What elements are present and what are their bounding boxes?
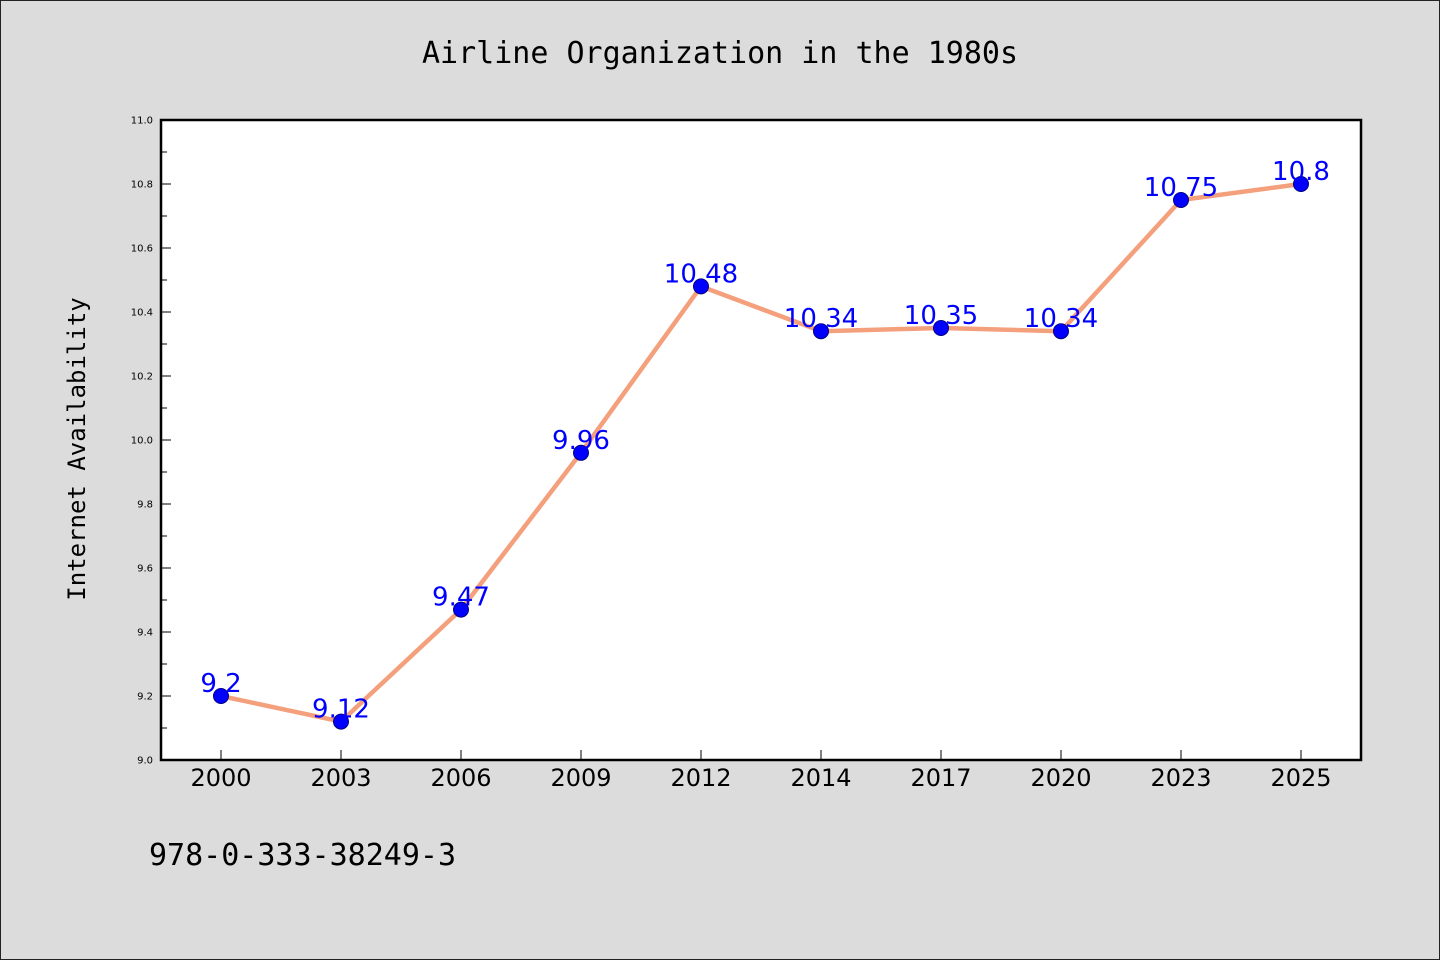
x-tick-label: 2014 <box>790 764 851 792</box>
chart-title: Airline Organization in the 1980s <box>422 36 1018 71</box>
data-label: 10.34 <box>1024 304 1098 334</box>
x-axis: 2000 2003 2006 2009 2012 2014 2017 2020 2023 2025 <box>190 750 1332 792</box>
data-label: 10.48 <box>664 259 738 289</box>
data-point <box>1173 192 1189 208</box>
data-label: 9.2 <box>200 669 241 699</box>
data-label: 9.12 <box>312 695 370 725</box>
y-tick-label: 9.6 <box>137 564 153 575</box>
data-series <box>213 176 1309 730</box>
data-label: 10.34 <box>784 304 858 334</box>
series-line <box>218 181 1304 724</box>
data-point <box>453 601 469 618</box>
y-tick-label: 9.8 <box>137 500 153 511</box>
y-axis-label: Internet Availability <box>63 297 91 600</box>
data-point <box>1293 176 1309 192</box>
y-axis: 9.0 9.2 9.4 9.6 9.8 10.0 10.2 10.4 10.6 10.8 11.0 <box>131 116 171 767</box>
data-point <box>933 320 949 336</box>
x-tick-label: 2000 <box>190 764 251 792</box>
data-label: 10.75 <box>1144 173 1218 203</box>
x-tick-label: 2025 <box>1270 764 1331 792</box>
y-tick-label: 10.0 <box>131 436 153 447</box>
x-tick-label: 2012 <box>670 764 731 792</box>
x-tick-label: 2006 <box>430 764 491 792</box>
x-tick-label: 2003 <box>310 764 371 792</box>
plot-area <box>161 120 1361 760</box>
data-labels: 9.2 9.12 9.47 9.96 10.48 10.34 10.35 10.34 10.75… <box>200 157 1330 725</box>
plot-frame <box>159 118 1363 762</box>
y-tick-label: 11.0 <box>131 116 153 127</box>
y-tick-label: 9.4 <box>137 628 153 639</box>
y-tick-label: 9.2 <box>137 692 153 703</box>
x-tick-label: 2020 <box>1030 764 1091 792</box>
data-point <box>573 444 589 461</box>
data-point <box>213 688 229 704</box>
data-label: 10.35 <box>904 301 978 331</box>
y-tick-label: 10.2 <box>131 372 153 383</box>
data-point <box>333 713 349 730</box>
y-tick-label: 10.4 <box>131 308 153 319</box>
data-point <box>813 323 829 340</box>
data-label: 9.47 <box>432 583 490 613</box>
isbn-text: 978-0-333-38249-3 <box>149 838 456 873</box>
data-label: 9.96 <box>552 426 610 456</box>
x-tick-label: 2017 <box>910 764 971 792</box>
data-point <box>1053 323 1069 340</box>
x-tick-label: 2023 <box>1150 764 1211 792</box>
x-tick-label: 2009 <box>550 764 611 792</box>
y-tick-label: 10.6 <box>131 244 153 255</box>
y-tick-label: 10.8 <box>131 180 153 191</box>
data-point <box>693 278 709 295</box>
y-tick-label: 9.0 <box>137 756 153 767</box>
data-label: 10.8 <box>1272 157 1330 187</box>
